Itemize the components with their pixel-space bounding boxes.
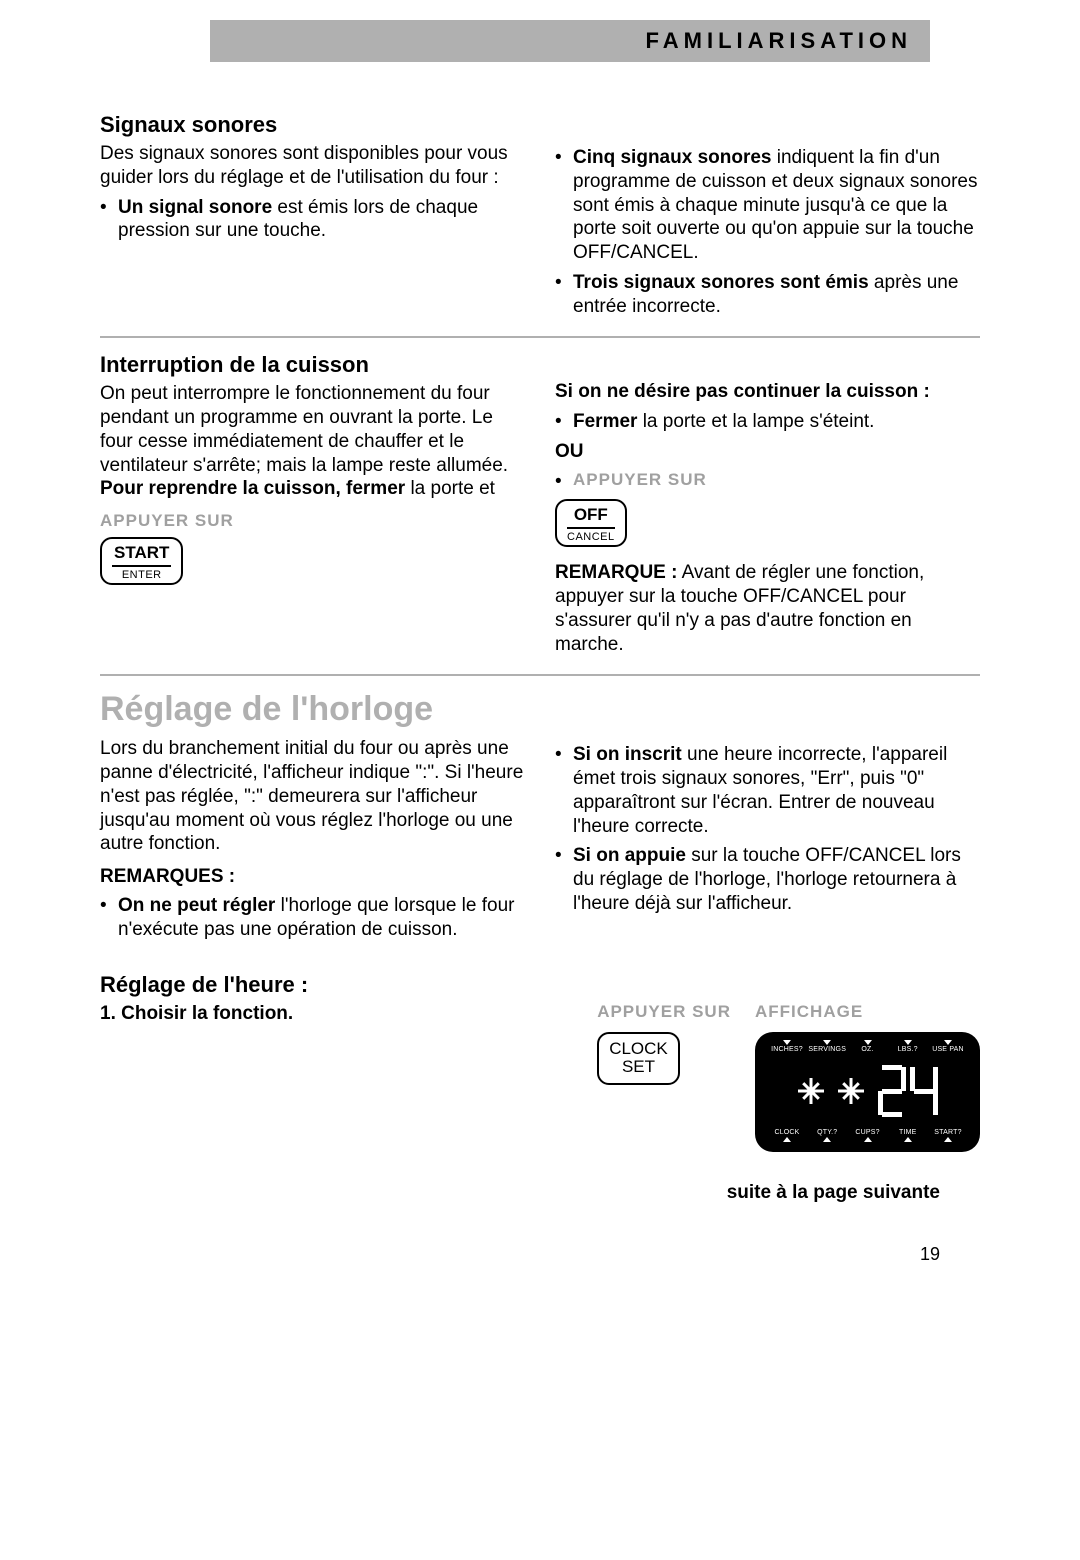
step1-label: 1. Choisir la fonction.: [100, 1003, 293, 1024]
bl4: START?: [934, 1129, 961, 1136]
display-bottom-row: CLOCK QTY.? CUPS? TIME START?: [767, 1129, 968, 1142]
text-interruption: On peut interrompre le fonctionnement du…: [100, 382, 525, 501]
off-main: OFF: [567, 505, 615, 529]
p1-pre: On peut interrompre le fonctionnement du…: [100, 383, 508, 475]
p1-post: la porte et: [405, 478, 495, 499]
section-horloge: Lors du branchement initial du four ou a…: [100, 737, 980, 941]
r-bullet-1: • Fermer la porte et la lampe s'éteint.: [555, 410, 980, 434]
ou-label: OU: [555, 441, 584, 462]
clock-l-b1: • On ne peut régler l'horloge que lorsqu…: [100, 894, 525, 942]
section-signaux: Signaux sonores Des signaux sonores sont…: [100, 112, 980, 318]
microwave-display-icon: INCHES? SERVINGS OZ. LBS.? USE PAN: [755, 1032, 980, 1152]
b3-bold: Trois signaux sonores sont émis: [573, 272, 869, 293]
b2-bold: Cinq signaux sonores: [573, 147, 771, 168]
remarques-label: REMARQUES :: [100, 866, 525, 888]
col-display: AFFICHAGE INCHES? SERVINGS OZ. LBS.? USE…: [755, 1002, 980, 1152]
star-icon-1: [798, 1078, 824, 1104]
clock-r-b2: • Si on appuie sur la touche OFF/CANCEL …: [555, 844, 980, 915]
header-title: FAMILIARISATION: [646, 28, 912, 54]
header-bar: FAMILIARISATION: [210, 20, 930, 62]
start-button-icon: START ENTER: [100, 537, 183, 585]
display-center: [767, 1055, 968, 1127]
off-button-icon: OFF CANCEL: [555, 499, 627, 547]
bl1: QTY.?: [817, 1129, 837, 1136]
continue-note: suite à la page suivante: [100, 1182, 980, 1204]
heading-signaux: Signaux sonores: [100, 112, 525, 138]
display-top-row: INCHES? SERVINGS OZ. LBS.? USE PAN: [767, 1040, 968, 1053]
start-sub: ENTER: [112, 568, 171, 581]
p1-bold: Pour reprendre la cuisson, fermer: [100, 478, 405, 499]
clock-set-button-icon: CLOCK SET: [597, 1032, 680, 1085]
bl3: TIME: [899, 1129, 917, 1136]
tl4: USE PAN: [932, 1046, 964, 1053]
divider-1: [100, 336, 980, 338]
r-heading: Si on ne désire pas continuer la cuisson…: [555, 381, 930, 402]
bullet-2: • Cinq signaux sonores indiquent la fin …: [555, 146, 980, 265]
heading-reglage-heure: Réglage de l'heure :: [100, 972, 980, 998]
col-press: APPUYER SUR CLOCK SET: [597, 1002, 731, 1152]
bl0: CLOCK: [774, 1129, 799, 1136]
clock-l2: SET: [622, 1057, 655, 1076]
tl0: INCHES?: [771, 1046, 803, 1053]
section-interruption: Interruption de la cuisson On peut inter…: [100, 352, 980, 656]
clock-r-b1: • Si on inscrit une heure incorrecte, l'…: [555, 743, 980, 838]
clock-l1: CLOCK: [609, 1039, 668, 1058]
b1-bold: Un signal sonore: [118, 197, 272, 218]
display-col-head: AFFICHAGE: [755, 1002, 980, 1022]
bullet-1: • Un signal sonore est émis lors de chaq…: [100, 196, 525, 244]
tl1: SERVINGS: [808, 1046, 846, 1053]
clock-intro: Lors du branchement initial du four ou a…: [100, 737, 525, 856]
heading-horloge: Réglage de l'horloge: [100, 690, 980, 729]
page: FAMILIARISATION Signaux sonores Des sign…: [0, 0, 1080, 1305]
rb1-rest: la porte et la lampe s'éteint.: [637, 411, 874, 432]
rem-bold: REMARQUE :: [555, 562, 677, 583]
page-number: 19: [100, 1244, 980, 1265]
press-bullet: • APPUYER SUR: [555, 470, 980, 494]
crb2-bold: Si on appuie: [573, 845, 686, 866]
digits-24: [878, 1065, 938, 1117]
rb1-bold: Fermer: [573, 411, 637, 432]
press-label-2: APPUYER SUR: [573, 470, 707, 494]
step-1-row: 1. Choisir la fonction. APPUYER SUR CLOC…: [100, 1002, 980, 1152]
clb1-bold: On ne peut régler: [118, 895, 275, 916]
crb1-bold: Si on inscrit: [573, 744, 682, 765]
tl3: LBS.?: [898, 1046, 918, 1053]
tl2: OZ.: [861, 1046, 873, 1053]
bl2: CUPS?: [855, 1129, 879, 1136]
bullet-3: • Trois signaux sonores sont émis après …: [555, 271, 980, 319]
heading-interruption: Interruption de la cuisson: [100, 352, 525, 378]
press-label-1: APPUYER SUR: [100, 511, 525, 531]
text-intro: Des signaux sonores sont disponibles pou…: [100, 142, 525, 190]
press-col-head: APPUYER SUR: [597, 1002, 731, 1022]
star-icon-2: [838, 1078, 864, 1104]
off-sub: CANCEL: [567, 530, 615, 543]
remarque-note: REMARQUE : Avant de régler une fonction,…: [555, 561, 980, 656]
divider-2: [100, 674, 980, 676]
start-main: START: [112, 543, 171, 567]
